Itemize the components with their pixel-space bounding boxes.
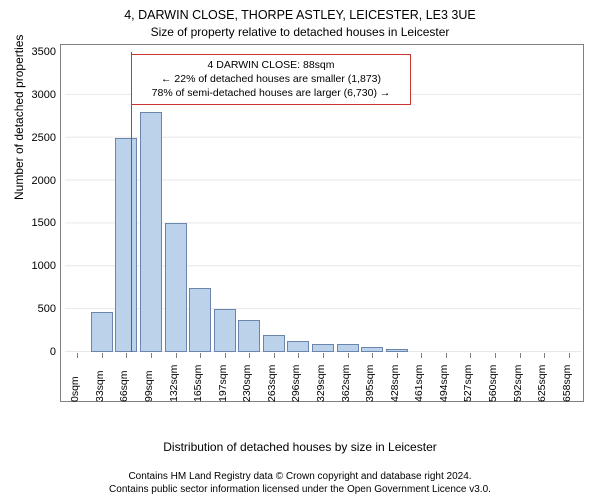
histogram-bar — [287, 341, 309, 352]
histogram-bar — [189, 288, 211, 352]
x-tick-label: 165sqm — [192, 365, 204, 402]
x-tick-label: 0sqm — [69, 376, 81, 402]
annotation-line-3: 78% of semi-detached houses are larger (… — [139, 86, 403, 100]
x-tick-label: 560sqm — [487, 365, 499, 402]
x-tick-label: 263sqm — [266, 365, 278, 402]
x-ticks: 0sqm 33sqm 66sqm 99sqm 132sqm 165sqm 197sqm 230… — [65, 358, 581, 402]
histogram-bar — [312, 344, 334, 352]
histogram-bar — [337, 344, 359, 352]
histogram-bar — [386, 349, 408, 352]
x-tick-label: 132sqm — [168, 365, 180, 402]
x-tick-label: 494sqm — [438, 365, 450, 402]
y-tick-label: 2500 — [16, 132, 56, 144]
y-tick-label: 500 — [16, 303, 56, 315]
histogram-bar — [214, 309, 236, 352]
y-tick-label: 3000 — [16, 89, 56, 101]
chart-subtitle: Size of property relative to detached ho… — [0, 25, 600, 39]
y-tick-label: 2000 — [16, 175, 56, 187]
x-tick-label: 362sqm — [340, 365, 352, 402]
histogram-bar — [263, 335, 285, 352]
y-tick-label: 0 — [16, 346, 56, 358]
histogram-bar — [115, 138, 137, 352]
histogram-bar — [140, 112, 162, 352]
y-tick-label: 1000 — [16, 260, 56, 272]
annotation-box: 4 DARWIN CLOSE: 88sqm ← 22% of detached … — [131, 54, 411, 105]
footer-line-1: Contains HM Land Registry data © Crown c… — [0, 470, 600, 483]
x-tick-label: 395sqm — [364, 365, 376, 402]
x-tick-label: 197sqm — [217, 365, 229, 402]
y-tick-label: 1500 — [16, 217, 56, 229]
chart-title: 4, DARWIN CLOSE, THORPE ASTLEY, LEICESTE… — [0, 8, 600, 22]
x-tick-label: 625sqm — [536, 365, 548, 402]
histogram-bar — [361, 347, 383, 352]
x-tick-label: 230sqm — [241, 365, 253, 402]
x-tick-label: 428sqm — [389, 365, 401, 402]
histogram-bar — [165, 223, 187, 352]
x-tick-label: 99sqm — [143, 370, 155, 402]
plot-outer: 4 DARWIN CLOSE: 88sqm ← 22% of detached … — [60, 44, 584, 402]
x-tick-label: 527sqm — [462, 365, 474, 402]
footer: Contains HM Land Registry data © Crown c… — [0, 470, 600, 496]
x-tick-label: 592sqm — [512, 365, 524, 402]
x-tick-label: 33sqm — [94, 370, 106, 402]
histogram-bar — [238, 320, 260, 352]
annotation-line-1: 4 DARWIN CLOSE: 88sqm — [139, 58, 403, 72]
x-tick-label: 461sqm — [413, 365, 425, 402]
x-tick-label: 329sqm — [315, 365, 327, 402]
x-tick-label: 296sqm — [290, 365, 302, 402]
histogram-bar — [91, 312, 113, 352]
y-tick-label: 3500 — [16, 46, 56, 58]
annotation-line-2: ← 22% of detached houses are smaller (1,… — [139, 72, 403, 86]
x-tick-label: 66sqm — [118, 370, 130, 402]
footer-line-2: Contains public sector information licen… — [0, 483, 600, 496]
plot-area: 4 DARWIN CLOSE: 88sqm ← 22% of detached … — [65, 52, 581, 352]
x-axis-label: Distribution of detached houses by size … — [0, 440, 600, 454]
x-tick-label: 658sqm — [561, 365, 573, 402]
